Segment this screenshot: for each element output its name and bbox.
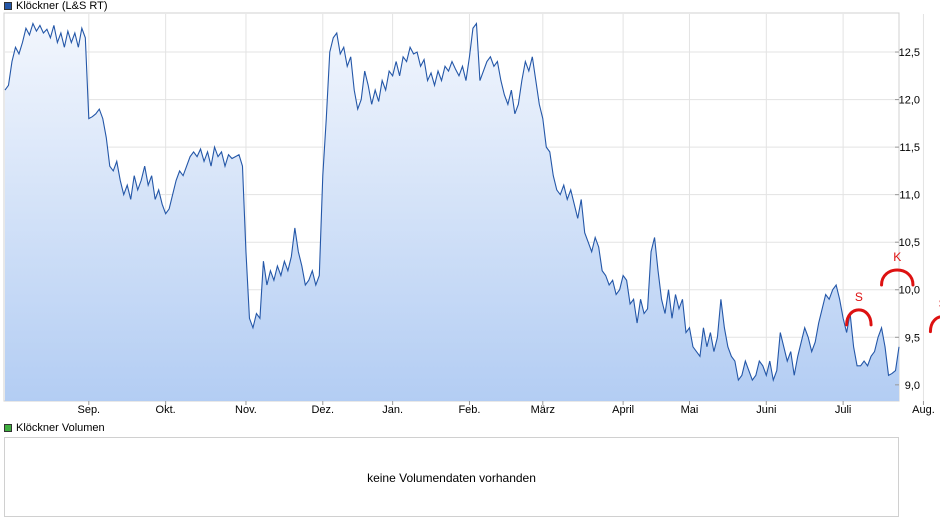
- annotation-arc: [845, 308, 873, 327]
- y-tick-label: 10,5: [899, 237, 920, 249]
- annotation-arc: [880, 268, 915, 287]
- annotations: S K S: [845, 250, 940, 334]
- y-tick-label: 10,0: [899, 285, 920, 297]
- x-tick-label: Feb.: [458, 404, 480, 416]
- price-legend: Klöckner (L&S RT): [4, 0, 108, 12]
- x-tick-label: März: [531, 404, 555, 416]
- x-tick-label: Jan.: [382, 404, 403, 416]
- price-line: [4, 21, 900, 383]
- x-tick-label: Dez.: [311, 404, 334, 416]
- y-tick-label: 9,5: [905, 332, 920, 344]
- annotation-arc: [928, 315, 940, 334]
- price-area: [5, 23, 899, 401]
- price-chart: S K S 9,0 9,5 10,0 10,5 11,0 11,5 12,0 12,5 Sep. O…: [3, 12, 940, 416]
- volume-legend-swatch: [4, 424, 12, 432]
- price-legend-label: Klöckner (L&S RT): [16, 0, 108, 12]
- price-legend-swatch: [4, 2, 12, 10]
- x-tick-label: April: [612, 404, 634, 416]
- volume-empty-message: keine Volumendaten vorhanden: [367, 471, 536, 485]
- annotation-label: K: [893, 250, 901, 264]
- volume-legend-label: Klöckner Volumen: [16, 422, 105, 434]
- y-tick-label: 9,0: [905, 380, 920, 392]
- y-tick-label: 12,0: [899, 95, 920, 107]
- x-tick-label: Nov.: [235, 404, 257, 416]
- annotation-label: S: [855, 290, 863, 304]
- y-tick-label: 11,5: [899, 142, 920, 154]
- x-tick-label: Sep.: [77, 404, 100, 416]
- x-axis-ticks: Sep. Okt. Nov. Dez. Jan. Feb. März April Mai Juni…: [77, 401, 935, 416]
- annotation-label: S: [939, 297, 940, 311]
- y-tick-label: 12,5: [899, 47, 920, 59]
- y-tick-label: 11,0: [899, 190, 920, 202]
- y-axis-ticks: 9,0 9,5 10,0 10,5 11,0 11,5 12,0 12,5: [895, 47, 920, 392]
- x-tick-label: Juni: [756, 404, 776, 416]
- x-tick-label: Okt.: [156, 404, 176, 416]
- volume-legend: Klöckner Volumen: [4, 422, 105, 434]
- volume-panel: keine Volumendaten vorhanden: [4, 437, 899, 517]
- x-tick-label: Mai: [681, 404, 699, 416]
- x-tick-label: Juli: [835, 404, 852, 416]
- x-tick-label: Aug.: [912, 404, 935, 416]
